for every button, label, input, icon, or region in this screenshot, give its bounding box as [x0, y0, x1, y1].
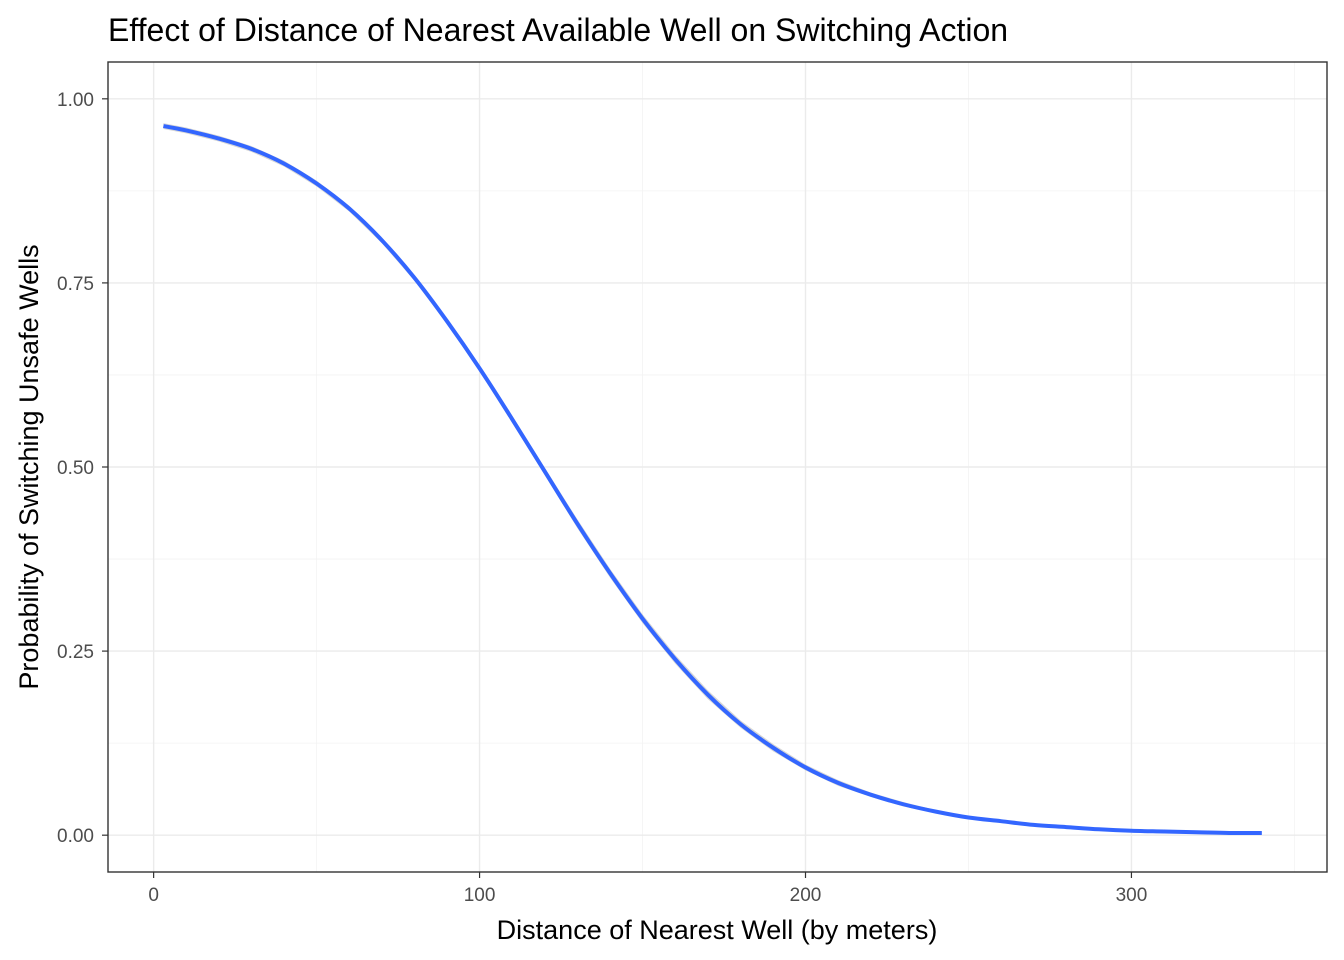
x-axis-title: Distance of Nearest Well (by meters)	[497, 915, 938, 945]
confidence-band-layer	[163, 123, 1262, 834]
x-tick-label: 100	[464, 885, 496, 906]
x-tick-label: 0	[148, 885, 159, 906]
y-tick-label: 0.75	[57, 274, 94, 295]
y-tick-label: 1.00	[57, 90, 94, 111]
x-tick-label: 300	[1116, 885, 1148, 906]
y-tick-label: 0.50	[57, 458, 94, 479]
y-axis-title: Probability of Switching Unsafe Wells	[14, 244, 44, 689]
fitted-probability-line	[163, 124, 1262, 836]
axis-ticks: 0 100 200 300 0.00 0.25 0.50 0.75 1.00	[57, 90, 1147, 906]
x-tick-label: 200	[790, 885, 822, 906]
chart-title: Effect of Distance of Nearest Available …	[108, 12, 1008, 48]
series-line-layer	[163, 124, 1262, 836]
y-tick-label: 0.00	[57, 826, 94, 847]
y-tick-label: 0.25	[57, 642, 94, 663]
confidence-band	[163, 123, 1262, 834]
grid	[108, 62, 1327, 872]
